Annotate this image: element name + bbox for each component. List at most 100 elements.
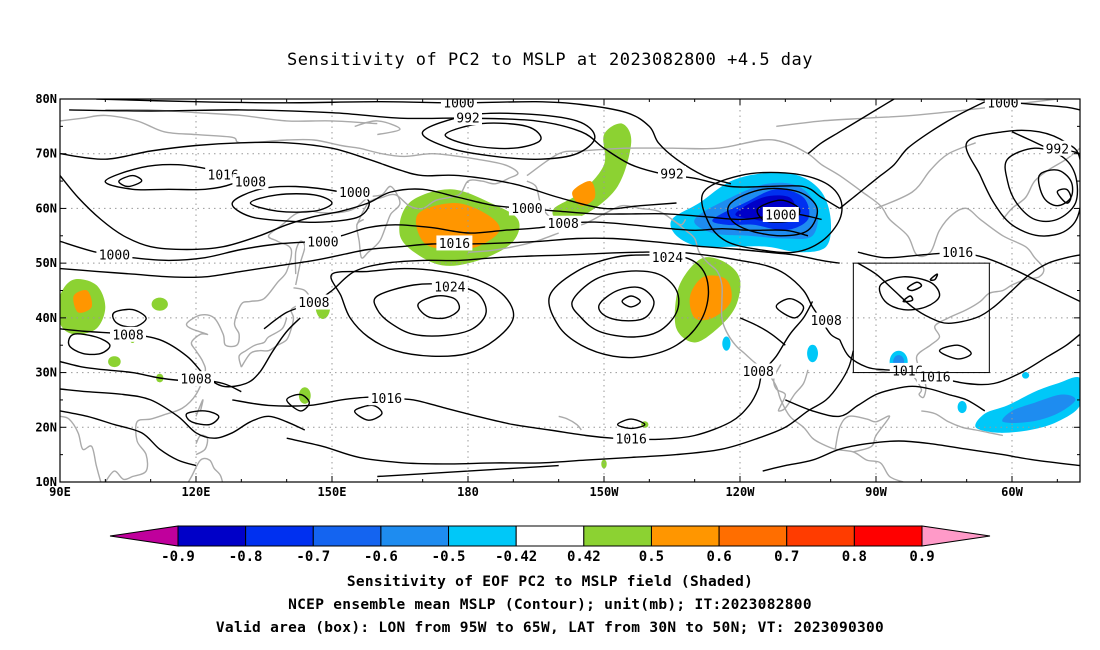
caption-line-1: Sensitivity of EOF PC2 to MSLP field (Sh… bbox=[346, 574, 754, 590]
shade-region bbox=[601, 459, 607, 469]
contour-labels: 1000992992100010161008100010001000100810… bbox=[96, 96, 1072, 447]
contour-label: 1008 bbox=[180, 373, 211, 388]
map-title: Sensitivity of PC2 to MSLP at 2023082800… bbox=[286, 50, 813, 70]
contour-label: 992 bbox=[660, 167, 683, 182]
lat-tick-label: 20N bbox=[35, 420, 57, 434]
contour-label-bg bbox=[110, 326, 146, 342]
mslp-isobar bbox=[548, 254, 710, 359]
lon-tick-label: 150W bbox=[590, 485, 620, 499]
shade-region bbox=[572, 181, 596, 206]
contour-label: 1008 bbox=[235, 176, 266, 191]
caption-line-2: NCEP ensemble mean MSLP (Contour); unit(… bbox=[288, 597, 812, 613]
lon-tick-label: 60W bbox=[1001, 485, 1023, 499]
colorbar-label: 0.7 bbox=[774, 549, 799, 565]
lat-tick-label: 50N bbox=[35, 256, 57, 270]
coastline bbox=[773, 364, 809, 412]
contour-label: 1000 bbox=[987, 96, 1018, 111]
contour-label: 1008 bbox=[112, 328, 143, 343]
contour-label: 992 bbox=[456, 112, 479, 127]
colorbar-low-triangle bbox=[109, 525, 179, 547]
mslp-isobar bbox=[232, 301, 814, 441]
contour-label-bg bbox=[96, 246, 133, 262]
contour-label-bg bbox=[336, 184, 373, 200]
contour-label: 1000 bbox=[765, 208, 796, 223]
contour-label-bg bbox=[368, 390, 405, 406]
coastline bbox=[354, 120, 401, 136]
colorbar-label: 0.8 bbox=[842, 549, 867, 565]
caption-line-3: Valid area (box): LON from 95W to 65W, L… bbox=[215, 620, 885, 636]
coastline bbox=[875, 142, 976, 210]
mslp-isobar bbox=[857, 251, 1080, 303]
contour-label-bg bbox=[808, 312, 845, 328]
mslp-isobar bbox=[727, 187, 819, 237]
valid-area-box bbox=[852, 262, 990, 374]
mslp-isobar bbox=[616, 418, 646, 430]
mslp-isobar bbox=[444, 122, 542, 150]
colorbar-segment bbox=[650, 525, 720, 547]
contour-label: 1016 bbox=[919, 370, 950, 385]
mslp-isobar bbox=[354, 404, 383, 421]
lon-tick-label: 180 bbox=[457, 485, 479, 499]
mslp-isobar bbox=[60, 410, 197, 467]
coastline bbox=[558, 415, 582, 431]
coastline bbox=[195, 434, 209, 456]
mslp-isobar bbox=[263, 251, 841, 341]
colorbar-label: 0.6 bbox=[706, 549, 731, 565]
gridlines bbox=[60, 99, 1080, 482]
colorbar-segment bbox=[515, 525, 585, 547]
shade-region bbox=[73, 290, 93, 313]
mslp-isobar bbox=[285, 393, 311, 412]
shade-region bbox=[1022, 372, 1030, 379]
lon-tick-label: 150E bbox=[318, 485, 347, 499]
contour-label-bg bbox=[545, 215, 582, 231]
mslp-isobar bbox=[60, 141, 677, 210]
lat-tick-label: 60N bbox=[35, 201, 57, 215]
lake-outline bbox=[902, 295, 914, 303]
coastline bbox=[526, 180, 904, 482]
contour-label: 992 bbox=[1046, 142, 1069, 157]
colorbar-segment bbox=[448, 525, 517, 547]
contour-label: 1016 bbox=[616, 432, 647, 447]
colorbar-segment bbox=[245, 525, 314, 547]
mslp-isobar bbox=[857, 254, 1080, 325]
contour-label-bg bbox=[889, 362, 926, 378]
contour-label: 1016 bbox=[439, 237, 470, 252]
contour-label-bg bbox=[178, 371, 214, 387]
coastlines bbox=[60, 99, 1080, 528]
contour-label-bg bbox=[436, 235, 473, 251]
contour-label: 1008 bbox=[742, 365, 773, 380]
shade-region bbox=[1002, 394, 1076, 424]
lake-outline bbox=[929, 273, 939, 282]
contour-label-bg bbox=[508, 200, 545, 216]
lon-tick-label: 90E bbox=[49, 485, 71, 499]
coastline bbox=[834, 415, 891, 453]
mslp-isobar bbox=[60, 360, 242, 393]
shade-region bbox=[151, 297, 168, 311]
mslp-isobar bbox=[938, 344, 972, 360]
contour-label-bg bbox=[613, 430, 650, 446]
mslp-isobar bbox=[571, 270, 680, 338]
contour-label: 1008 bbox=[810, 314, 841, 329]
shade-region bbox=[552, 123, 632, 220]
coastline bbox=[60, 415, 102, 482]
contour-label: 1000 bbox=[99, 248, 130, 263]
coastline bbox=[187, 457, 224, 482]
mslp-isobar bbox=[249, 193, 333, 213]
contour-label-bg bbox=[431, 279, 468, 295]
mslp-isobar bbox=[69, 109, 841, 210]
lon-tick-label: 90W bbox=[865, 485, 887, 499]
colorbar-segment bbox=[853, 525, 923, 547]
contour-label-bg bbox=[658, 165, 686, 181]
mslp-isobar bbox=[878, 276, 941, 311]
contour-label-bg bbox=[984, 99, 1021, 110]
coastline bbox=[671, 218, 687, 226]
mslp-isobar bbox=[417, 295, 461, 320]
mslp-isobar bbox=[118, 174, 143, 188]
mslp-isobar bbox=[60, 388, 306, 439]
contour-label: 1008 bbox=[548, 217, 579, 232]
mslp-isobar bbox=[185, 410, 220, 426]
mslp-isobar bbox=[598, 286, 655, 322]
shade-region bbox=[108, 356, 121, 368]
coastline bbox=[92, 509, 124, 528]
